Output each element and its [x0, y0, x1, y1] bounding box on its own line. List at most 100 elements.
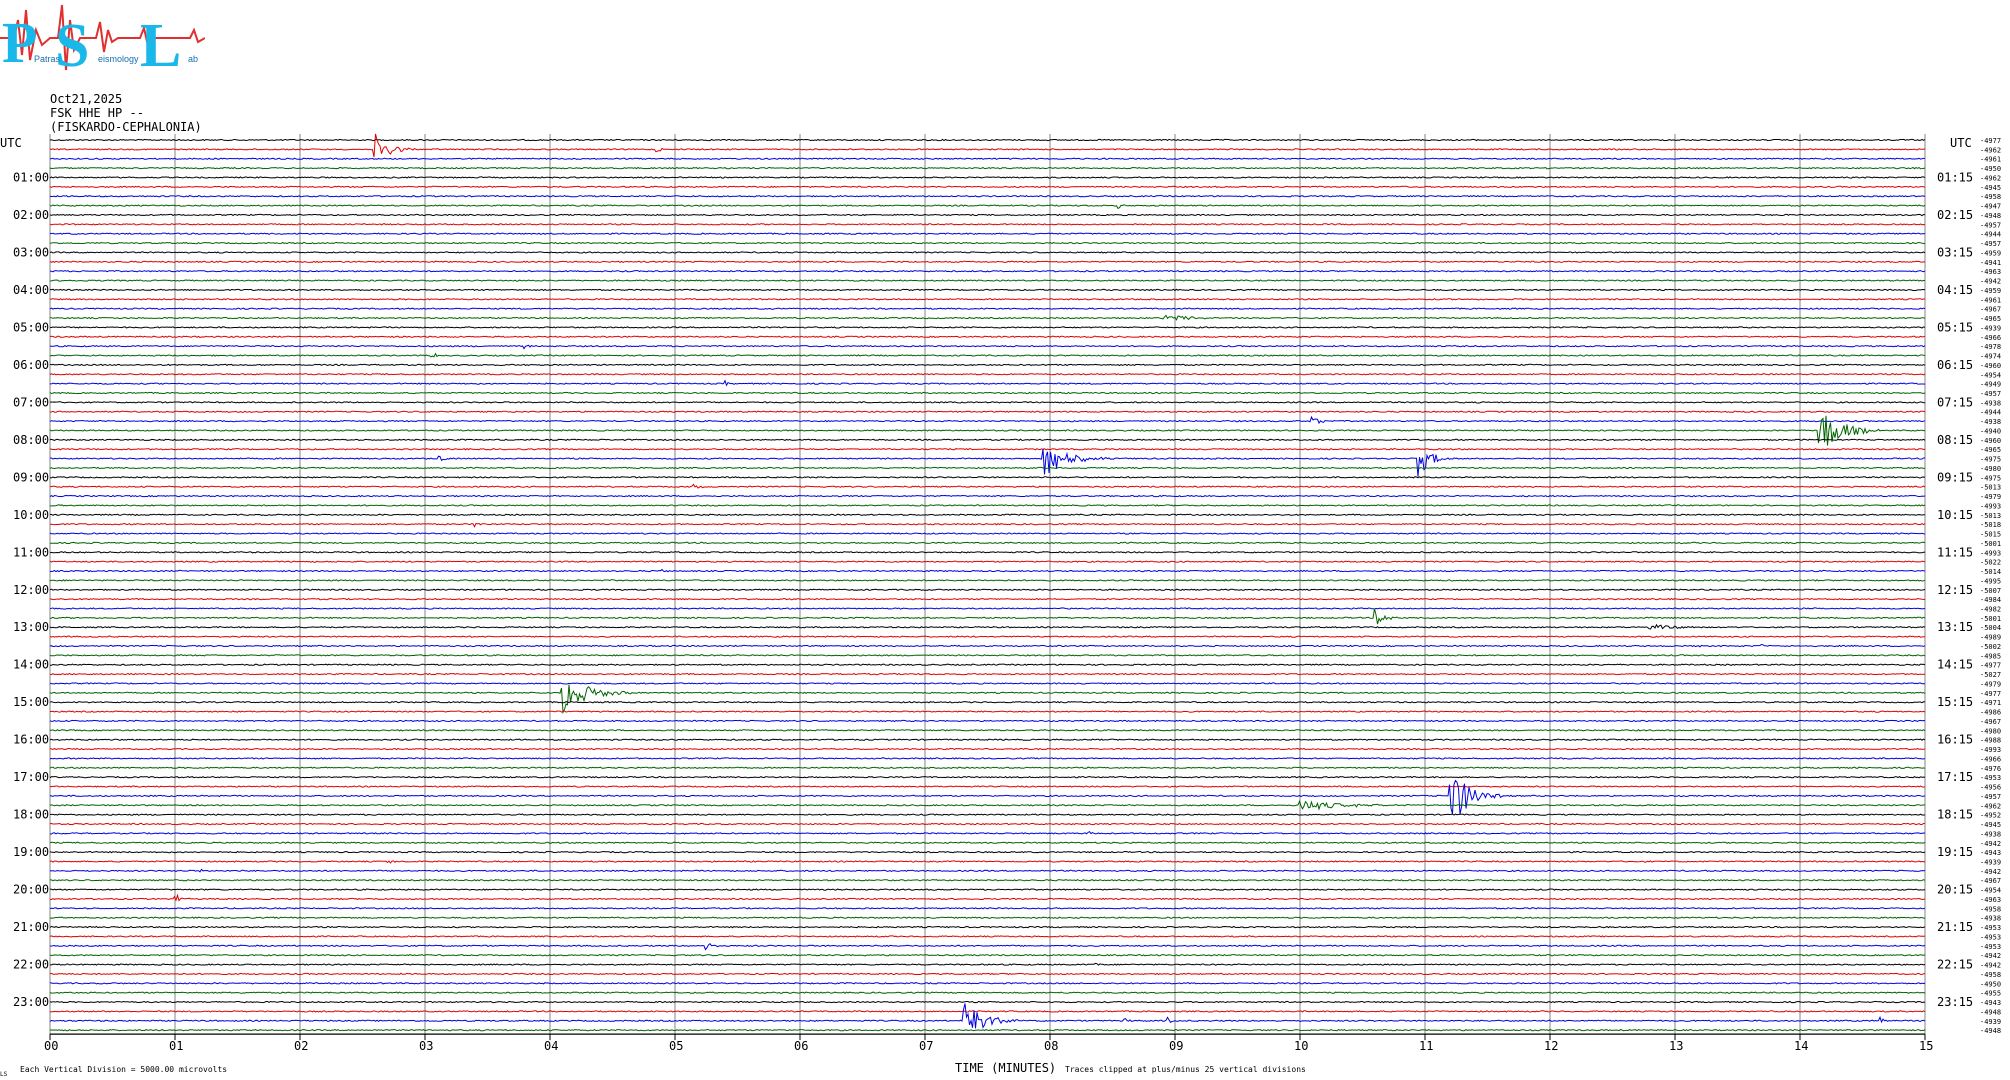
- seismic-trace: [49, 684, 1926, 715]
- seismic-trace: [49, 907, 1926, 910]
- logo-wave-icon: [0, 4, 205, 71]
- hour-label-left: 03:00: [13, 245, 49, 259]
- seismic-trace: [49, 410, 1926, 413]
- trace-offset-label: -5013: [1980, 512, 2001, 520]
- chart-axes: 00 01 02 03 04 05 06 07 08 09 10 11 12 13 14 15-4977-49…: [13, 137, 2001, 1053]
- hour-label-right: 07:15: [1937, 395, 1973, 409]
- trace-offset-label: -4976: [1980, 765, 2001, 773]
- trace-offset-label: -4975: [1980, 456, 2001, 464]
- psl-logo: P S L Patras eismology ab: [0, 4, 205, 75]
- left-axis-title: UTC: [0, 136, 22, 150]
- trace-offset-label: -4938: [1980, 418, 2001, 426]
- seismic-trace: [49, 607, 1925, 610]
- seismic-trace: [50, 204, 1926, 210]
- hour-label-left: 17:00: [13, 770, 49, 784]
- trace-offset-label: -4967: [1980, 877, 2001, 885]
- seismic-trace: [49, 1010, 1926, 1013]
- trace-offset-label: -4952: [1980, 812, 2001, 820]
- trace-offset-label: -4953: [1980, 774, 2001, 782]
- seismic-trace: [49, 1028, 1926, 1032]
- trace-offset-label: -4959: [1980, 287, 2001, 295]
- trace-offset-label: -4950: [1980, 165, 2001, 173]
- corner-mark: LS: [0, 1071, 8, 1078]
- seismic-trace: [49, 579, 1926, 582]
- seismic-trace: [49, 314, 1926, 321]
- hour-label-left: 08:00: [13, 433, 49, 447]
- trace-offset-label: -4939: [1980, 858, 2001, 866]
- trace-offset-label: -4958: [1980, 193, 2001, 201]
- trace-offset-label: -4982: [1980, 606, 2001, 614]
- helicorder-traces: [49, 133, 1926, 1032]
- trace-offset-label: -4961: [1980, 156, 2001, 164]
- trace-offset-label: -4989: [1980, 634, 2001, 642]
- seismic-trace: [49, 185, 1926, 189]
- trace-offset-label: -4974: [1980, 353, 2001, 361]
- hour-label-right: 10:15: [1937, 508, 1973, 522]
- trace-offset-label: -4962: [1980, 146, 2001, 154]
- seismic-trace: [49, 822, 1926, 826]
- trace-offset-label: -4993: [1980, 549, 2001, 557]
- hour-label-right: 01:15: [1937, 170, 1973, 184]
- seismic-trace: [50, 379, 1926, 387]
- trace-offset-label: -4938: [1980, 915, 2001, 923]
- seismic-trace: [49, 415, 1926, 446]
- seismic-trace: [49, 133, 1926, 158]
- seismic-trace: [49, 213, 1926, 217]
- x-tick-label: 13: [1669, 1039, 1683, 1053]
- seismic-trace: [49, 942, 1926, 951]
- hour-label-left: 21:00: [13, 920, 49, 934]
- hour-label-right: 13:15: [1937, 620, 1973, 634]
- trace-offset-label: -4958: [1980, 905, 2001, 913]
- seismic-trace: [49, 991, 1926, 994]
- hour-label-left: 20:00: [13, 883, 49, 897]
- hour-label-left: 15:00: [13, 695, 49, 709]
- trace-offset-label: -4966: [1980, 334, 2001, 342]
- x-tick-label: 10: [1294, 1039, 1308, 1053]
- seismic-trace: [49, 568, 1926, 573]
- seismic-trace: [49, 757, 1926, 760]
- trace-offset-label: -4944: [1980, 409, 2001, 417]
- trace-offset-label: -4979: [1980, 680, 2001, 688]
- trace-offset-label: -4967: [1980, 718, 2001, 726]
- trace-offset-label: -4993: [1980, 746, 2001, 754]
- scale-note: Each Vertical Division = 5000.00 microvo…: [20, 1065, 227, 1074]
- trace-offset-label: -4949: [1980, 381, 2001, 389]
- x-tick-label: 11: [1419, 1039, 1433, 1053]
- trace-offset-label: -4960: [1980, 437, 2001, 445]
- trace-offset-label: -5014: [1980, 568, 2001, 576]
- trace-offset-label: -4938: [1980, 830, 2001, 838]
- seismic-trace: [49, 597, 1926, 601]
- hour-label-right: 16:15: [1937, 733, 1973, 747]
- seismic-trace: [49, 447, 1926, 451]
- seismic-trace: [50, 522, 1926, 528]
- hour-label-left: 07:00: [13, 395, 49, 409]
- seismic-trace: [49, 326, 1926, 329]
- x-tick-label: 06: [794, 1039, 808, 1053]
- seismic-trace: [49, 643, 1926, 648]
- trace-offset-label: -4986: [1980, 709, 2001, 717]
- seismic-trace: [49, 494, 1926, 498]
- seismic-trace: [49, 415, 1926, 425]
- trace-offset-label: -4943: [1980, 849, 2001, 857]
- trace-offset-label: -4995: [1980, 577, 2001, 585]
- hour-label-left: 09:00: [13, 470, 49, 484]
- seismic-trace: [49, 513, 1926, 516]
- hour-label-left: 02:00: [13, 208, 49, 222]
- seismic-trace: [49, 551, 1926, 554]
- trace-offset-label: -4942: [1980, 952, 2001, 960]
- hour-label-left: 16:00: [13, 733, 49, 747]
- clip-note: Traces clipped at plus/minus 25 vertical…: [1065, 1065, 1306, 1074]
- seismic-trace: [49, 223, 1926, 226]
- seismic-trace: [49, 700, 1926, 704]
- seismic-trace: [49, 532, 1926, 535]
- seismic-trace: [49, 672, 1926, 676]
- seismic-trace: [49, 588, 1926, 591]
- seismic-trace: [49, 466, 1926, 470]
- x-tick-label: 12: [1544, 1039, 1558, 1053]
- hour-label-left: 11:00: [13, 545, 49, 559]
- seismic-trace: [49, 623, 1926, 630]
- x-tick-label: 15: [1919, 1039, 1933, 1053]
- trace-offset-label: -4963: [1980, 896, 2001, 904]
- seismic-trace: [49, 241, 1926, 245]
